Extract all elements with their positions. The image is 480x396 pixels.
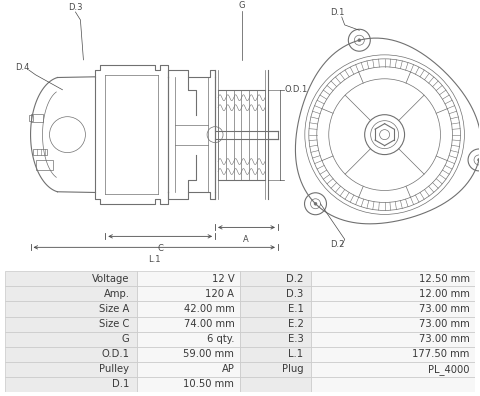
Text: Amp.: Amp. bbox=[104, 289, 130, 299]
Bar bbox=[136, 377, 240, 392]
Bar bbox=[240, 271, 311, 286]
Bar bbox=[240, 301, 311, 316]
Text: 12.50 mm: 12.50 mm bbox=[419, 274, 469, 284]
Bar bbox=[136, 286, 240, 301]
Bar bbox=[5, 301, 136, 316]
Circle shape bbox=[314, 202, 317, 205]
Bar bbox=[136, 271, 240, 286]
Bar bbox=[311, 316, 475, 332]
Text: D.3: D.3 bbox=[69, 3, 83, 12]
Circle shape bbox=[358, 39, 361, 42]
Text: Size C: Size C bbox=[99, 319, 130, 329]
Circle shape bbox=[478, 158, 480, 162]
Text: G: G bbox=[122, 334, 130, 344]
Text: E.2: E.2 bbox=[288, 319, 303, 329]
Text: O.D.1: O.D.1 bbox=[285, 85, 308, 94]
Bar bbox=[5, 271, 136, 286]
Text: 73.00 mm: 73.00 mm bbox=[419, 319, 469, 329]
Bar bbox=[36, 160, 53, 169]
Circle shape bbox=[468, 149, 480, 171]
Bar bbox=[240, 362, 311, 377]
Text: E.1: E.1 bbox=[288, 304, 303, 314]
Bar bbox=[311, 331, 475, 347]
Text: 12 V: 12 V bbox=[212, 274, 234, 284]
Bar bbox=[311, 377, 475, 392]
Bar bbox=[240, 286, 311, 301]
Bar bbox=[5, 316, 136, 332]
Bar bbox=[240, 347, 311, 362]
Text: A: A bbox=[243, 235, 249, 244]
Text: D.3: D.3 bbox=[286, 289, 303, 299]
Bar bbox=[33, 148, 47, 154]
Text: 12.00 mm: 12.00 mm bbox=[419, 289, 469, 299]
Bar bbox=[136, 316, 240, 332]
Text: 59.00 mm: 59.00 mm bbox=[183, 349, 234, 359]
Text: D.4: D.4 bbox=[16, 63, 30, 72]
Bar bbox=[240, 377, 311, 392]
Text: 177.50 mm: 177.50 mm bbox=[412, 349, 469, 359]
Text: D.1: D.1 bbox=[112, 379, 130, 390]
Bar bbox=[5, 377, 136, 392]
Bar bbox=[5, 362, 136, 377]
Text: 73.00 mm: 73.00 mm bbox=[419, 334, 469, 344]
Bar bbox=[311, 301, 475, 316]
Bar bbox=[29, 115, 33, 121]
Bar bbox=[136, 331, 240, 347]
Text: Pulley: Pulley bbox=[99, 364, 130, 374]
Text: E.3: E.3 bbox=[288, 334, 303, 344]
Text: D.1: D.1 bbox=[330, 8, 344, 17]
Text: Plug: Plug bbox=[282, 364, 303, 374]
Bar bbox=[5, 347, 136, 362]
Circle shape bbox=[207, 127, 223, 143]
Text: C: C bbox=[157, 244, 163, 253]
Circle shape bbox=[348, 29, 370, 51]
Bar bbox=[136, 362, 240, 377]
Text: PL_4000: PL_4000 bbox=[428, 364, 469, 375]
Text: 10.50 mm: 10.50 mm bbox=[183, 379, 234, 390]
Text: 74.00 mm: 74.00 mm bbox=[184, 319, 234, 329]
Bar bbox=[5, 331, 136, 347]
Bar bbox=[5, 286, 136, 301]
Text: D.2: D.2 bbox=[330, 240, 344, 249]
Text: 73.00 mm: 73.00 mm bbox=[419, 304, 469, 314]
Text: L.1: L.1 bbox=[288, 349, 303, 359]
Text: D.2: D.2 bbox=[286, 274, 303, 284]
Bar bbox=[240, 331, 311, 347]
Bar bbox=[31, 114, 43, 122]
Bar bbox=[311, 286, 475, 301]
Bar bbox=[311, 347, 475, 362]
Text: 42.00 mm: 42.00 mm bbox=[184, 304, 234, 314]
Text: Size A: Size A bbox=[99, 304, 130, 314]
Text: O.D.1: O.D.1 bbox=[101, 349, 130, 359]
Bar bbox=[311, 271, 475, 286]
Text: 6 qty.: 6 qty. bbox=[207, 334, 234, 344]
Bar bbox=[136, 347, 240, 362]
Bar bbox=[311, 362, 475, 377]
Text: AP: AP bbox=[221, 364, 234, 374]
Text: L.1: L.1 bbox=[148, 255, 160, 264]
Text: Voltage: Voltage bbox=[92, 274, 130, 284]
Bar bbox=[240, 316, 311, 332]
Text: G: G bbox=[239, 1, 245, 10]
Bar bbox=[136, 301, 240, 316]
Text: 120 A: 120 A bbox=[205, 289, 234, 299]
Circle shape bbox=[304, 193, 326, 215]
